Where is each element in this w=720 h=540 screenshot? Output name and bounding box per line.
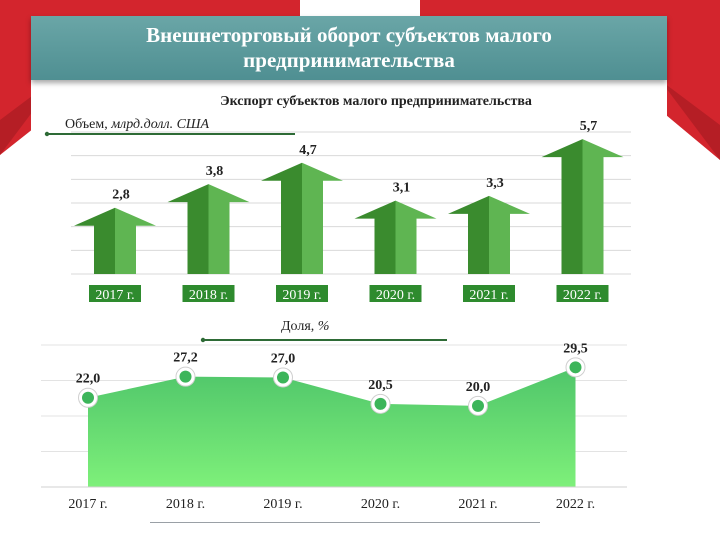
chart1-tick-label-bg	[556, 285, 609, 302]
chart-panel: Экспорт субъектов малого предприниматель…	[31, 80, 667, 525]
chart1-ylabel-prefix: Объем,	[65, 117, 111, 132]
chart2-tick-label: 2021 г.	[458, 497, 497, 512]
chart1-tick-label: 2020 г.	[376, 288, 415, 303]
chart2-point	[82, 391, 94, 404]
chart1-ylabel-unit: млрд.долл. США	[110, 117, 209, 132]
bottom-divider	[150, 522, 540, 523]
chart1-tick-label-bg	[276, 285, 328, 302]
chart2-value-label: 29,5	[563, 341, 588, 356]
chart2-point	[472, 399, 484, 412]
chart1-tick-label-bg	[89, 285, 141, 302]
chart2-value-label: 27,2	[173, 351, 198, 366]
chart2-point	[374, 397, 387, 410]
title-banner: Внешнеторговый оборот субъектов малого п…	[31, 16, 667, 80]
chart1-bar	[261, 162, 343, 274]
chart1-value-label: 2,8	[112, 188, 130, 203]
red-ribbon-right-shade	[660, 80, 720, 160]
chart1-value-label: 5,7	[580, 119, 598, 134]
chart2-tick-label: 2022 г.	[556, 497, 595, 512]
chart1-value-label: 3,1	[393, 181, 411, 196]
chart1-bar-right-face	[115, 207, 156, 274]
chart2-tick-label: 2017 г.	[68, 497, 107, 512]
chart2-ylabel-unit: %	[318, 319, 330, 334]
chart1-bar-left-face	[74, 207, 115, 274]
chart2-ylabel: Доля, %	[281, 319, 329, 334]
chart1-bar	[354, 200, 437, 274]
chart1-tick-label-bg	[182, 285, 235, 302]
chart2-point	[277, 371, 289, 384]
chart1-bar-right-face	[395, 200, 437, 274]
chart1-bar-left-face	[448, 195, 489, 274]
chart1-value-label: 4,7	[299, 143, 317, 158]
chart1-ylabel: Объем, млрд.долл. США	[65, 117, 210, 132]
chart1-bar	[74, 207, 156, 274]
chart2-tick-label: 2020 г.	[361, 497, 400, 512]
chart1-bar-right-face	[489, 195, 530, 274]
chart1-tick-label-bg	[463, 285, 515, 302]
chart2-tick-label: 2018 г.	[166, 497, 205, 512]
chart1-bar-left-face	[261, 162, 302, 274]
chart2-area	[88, 367, 576, 487]
chart1-bar-left-face	[354, 200, 396, 274]
chart1-tick-label: 2019 г.	[282, 288, 321, 303]
chart2-value-label: 22,0	[76, 372, 101, 387]
chart2-point	[569, 361, 582, 374]
chart2-value-label: 20,5	[368, 378, 393, 393]
chart1-bar-right-face	[302, 162, 343, 274]
chart1-bar	[167, 184, 250, 274]
page-title: Внешнеторговый оборот субъектов малого п…	[146, 23, 552, 72]
chart1-bar	[541, 139, 624, 274]
chart1-bar-right-face	[208, 184, 250, 274]
chart1-tick-label: 2018 г.	[189, 288, 228, 303]
chart2-value-label: 27,0	[271, 351, 296, 366]
chart1-bar-left-face	[541, 139, 583, 274]
chart1-value-label: 3,8	[206, 164, 224, 179]
chart1-tick-label: 2017 г.	[95, 288, 134, 303]
chart2-tick-label: 2019 г.	[263, 497, 302, 512]
chart2-ylabel-bullet	[200, 337, 206, 343]
chart2-ylabel-prefix: Доля,	[281, 319, 318, 334]
chart-canvas: Экспорт субъектов малого предприниматель…	[41, 94, 631, 512]
chart1-tick-label-bg	[369, 285, 422, 302]
chart1-bar-left-face	[167, 184, 209, 274]
chart1-bar-right-face	[582, 139, 624, 274]
chart1-value-label: 3,3	[486, 176, 504, 191]
chart1-title: Экспорт субъектов малого предприниматель…	[220, 94, 532, 109]
chart1-tick-label: 2021 г.	[469, 288, 508, 303]
chart1-tick-label: 2022 г.	[563, 288, 602, 303]
chart2-value-label: 20,0	[466, 380, 491, 395]
chart1-ylabel-bullet	[44, 131, 50, 137]
chart2-point	[179, 370, 192, 383]
chart1-bar	[448, 195, 530, 274]
